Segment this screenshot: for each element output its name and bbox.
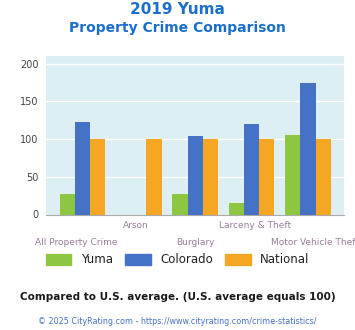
Bar	[147, 139, 162, 214]
Bar	[300, 82, 316, 214]
Text: 2019 Yuma: 2019 Yuma	[130, 2, 225, 16]
Bar	[60, 194, 75, 214]
Bar	[90, 139, 105, 214]
Text: Compared to U.S. average. (U.S. average equals 100): Compared to U.S. average. (U.S. average …	[20, 292, 335, 302]
Text: Larceny & Theft: Larceny & Theft	[219, 221, 291, 230]
Bar	[188, 136, 203, 214]
Text: All Property Crime: All Property Crime	[35, 238, 117, 247]
Bar	[316, 139, 331, 214]
Bar	[203, 139, 218, 214]
Legend: Yuma, Colorado, National: Yuma, Colorado, National	[45, 253, 310, 266]
Text: Motor Vehicle Theft: Motor Vehicle Theft	[271, 238, 355, 247]
Bar	[259, 139, 274, 214]
Text: © 2025 CityRating.com - https://www.cityrating.com/crime-statistics/: © 2025 CityRating.com - https://www.city…	[38, 317, 317, 326]
Bar	[229, 203, 244, 214]
Text: Arson: Arson	[123, 221, 148, 230]
Text: Property Crime Comparison: Property Crime Comparison	[69, 21, 286, 35]
Bar	[285, 135, 300, 214]
Text: Burglary: Burglary	[176, 238, 214, 247]
Bar	[173, 194, 188, 214]
Bar	[75, 122, 90, 214]
Bar	[244, 124, 259, 214]
